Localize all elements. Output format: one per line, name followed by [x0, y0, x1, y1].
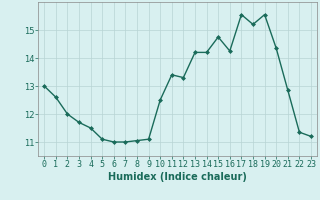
X-axis label: Humidex (Indice chaleur): Humidex (Indice chaleur) — [108, 172, 247, 182]
